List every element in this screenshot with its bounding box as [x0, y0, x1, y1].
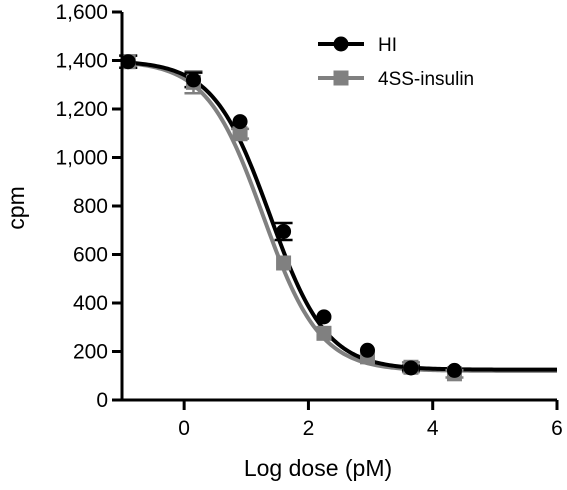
y-tick-label: 800	[73, 195, 108, 218]
data-point	[276, 223, 292, 239]
y-tick-label: 600	[73, 244, 108, 267]
y-tick-label: 1,200	[55, 98, 108, 121]
fit-curve-hi	[121, 60, 557, 372]
y-tick-label: 1,000	[55, 147, 108, 170]
legend-entry: 4SS-insulin	[318, 69, 474, 90]
error-bars	[119, 54, 464, 379]
x-tick-label: 4	[427, 417, 439, 440]
legend-marker	[333, 36, 349, 52]
data-point	[316, 325, 332, 341]
x-tick-label: 2	[303, 417, 315, 440]
fit-curve-4ss-insulin	[121, 60, 557, 373]
data-point	[403, 360, 419, 376]
y-axis-label: cpm	[3, 186, 29, 229]
data-point	[359, 342, 375, 358]
data-point	[276, 255, 292, 271]
legend-label: 4SS-insulin	[378, 69, 474, 90]
y-tick-label: 400	[73, 292, 108, 315]
legend-label: HI	[378, 35, 397, 56]
axes: 0 200 400 600 800 1,000 1,200 1,400 1,600 0 2 4 6	[55, 1, 562, 440]
data-point	[316, 309, 332, 325]
fit-curves	[121, 60, 557, 373]
y-tick-label: 200	[73, 341, 108, 364]
legend-entry: HI	[318, 35, 397, 56]
y-tick-label: 1,600	[55, 1, 108, 24]
data-point	[232, 114, 248, 130]
data-point	[120, 54, 136, 70]
x-axis-label: Log dose (pM)	[244, 455, 392, 481]
data-markers	[120, 54, 462, 382]
y-tick-label: 1,400	[55, 50, 108, 73]
x-axis-ticks: 0 2 4 6	[178, 400, 563, 440]
x-tick-label: 6	[551, 417, 563, 440]
x-tick-label: 0	[178, 417, 190, 440]
y-axis-ticks: 0 200 400 600 800 1,000 1,200 1,400 1,600	[55, 1, 122, 412]
data-point	[446, 362, 462, 378]
legend-marker	[333, 70, 349, 86]
data-point	[232, 126, 248, 142]
data-point	[185, 72, 201, 88]
legend: HI 4SS-insulin	[318, 35, 474, 90]
y-tick-label: 0	[96, 389, 108, 412]
